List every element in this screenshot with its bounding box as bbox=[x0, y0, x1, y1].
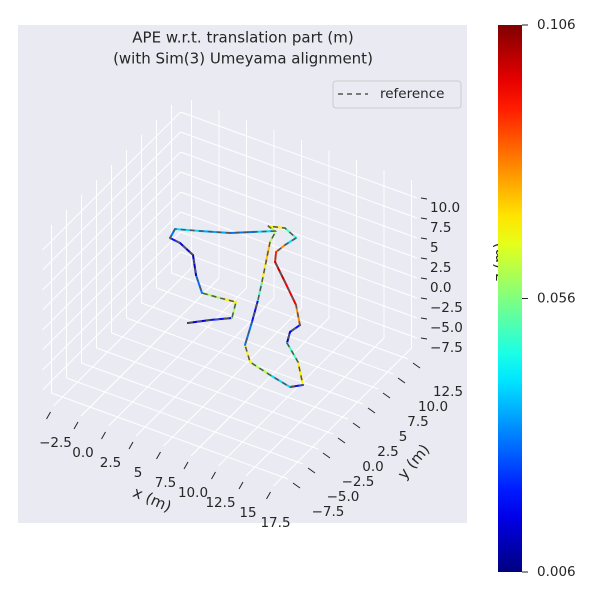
y-tick bbox=[352, 422, 361, 429]
grid-line bbox=[42, 251, 181, 391]
x-tick-label: 10.0 bbox=[178, 485, 208, 501]
grid-line bbox=[180, 231, 418, 319]
x-tick bbox=[266, 491, 271, 500]
grid-line bbox=[42, 231, 181, 371]
y-tick-label: −7.5 bbox=[312, 504, 345, 520]
x-tick bbox=[46, 411, 51, 420]
chart-title: APE w.r.t. translation part (m) bbox=[132, 29, 353, 47]
panes bbox=[42, 100, 418, 487]
error-segment bbox=[199, 229, 231, 234]
z-tick-label: −7.5 bbox=[430, 340, 463, 356]
x-tick bbox=[128, 441, 134, 450]
ticks: −2.50.02.557.510.012.51517.5−7.5−5.0−2.5… bbox=[39, 197, 463, 531]
x-tick bbox=[101, 431, 106, 440]
grid-line bbox=[180, 131, 418, 219]
grid-line bbox=[42, 211, 181, 351]
grid-line bbox=[126, 317, 364, 405]
grid-line bbox=[66, 377, 304, 465]
x-tick-label: 5 bbox=[134, 465, 143, 481]
error-segment bbox=[297, 361, 304, 387]
y-tick-label: −2.5 bbox=[342, 474, 375, 490]
grid-line bbox=[180, 211, 418, 299]
y-tick-label: 7.5 bbox=[407, 414, 428, 430]
y-tick-label: 5 bbox=[399, 429, 408, 445]
grid-line bbox=[180, 191, 418, 279]
grid-line bbox=[42, 191, 181, 331]
y-tick-label: 10.0 bbox=[418, 399, 448, 415]
z-tick bbox=[420, 337, 428, 340]
grid-line bbox=[111, 332, 349, 420]
y-tick bbox=[337, 437, 346, 444]
error-segment bbox=[269, 374, 291, 389]
grid-line bbox=[171, 272, 409, 360]
y-tick bbox=[412, 362, 421, 369]
grid-line bbox=[42, 111, 181, 251]
y-tick bbox=[367, 407, 376, 414]
z-tick bbox=[420, 277, 428, 280]
grid-line bbox=[51, 392, 289, 480]
grid-line bbox=[96, 347, 334, 435]
colorbar-tick-label: 0.056 bbox=[537, 291, 576, 307]
grid-line bbox=[180, 151, 418, 239]
x-tick bbox=[156, 451, 161, 460]
colorbar-ticks: 0.006 0.056 0.106 bbox=[522, 17, 576, 580]
x-tick-label: 0.0 bbox=[72, 445, 93, 461]
x-tick-label: 17.5 bbox=[260, 515, 290, 531]
colorbar-tick-label: 0.106 bbox=[537, 17, 576, 33]
x-tick-label: 7.5 bbox=[155, 475, 176, 491]
z-tick bbox=[420, 197, 428, 200]
y-tick bbox=[397, 377, 406, 384]
y-tick bbox=[322, 452, 331, 459]
z-tick bbox=[420, 297, 428, 300]
grid-line bbox=[42, 151, 181, 291]
z-tick-label: 0.0 bbox=[430, 280, 451, 296]
z-tick-label: 5 bbox=[430, 240, 439, 256]
y-tick-label: −5.0 bbox=[327, 489, 360, 505]
y-tick-label: 2.5 bbox=[377, 444, 398, 460]
error-segment bbox=[284, 281, 298, 306]
grid-line bbox=[180, 111, 418, 199]
trajectory bbox=[169, 225, 304, 389]
legend-box bbox=[332, 80, 462, 109]
grid-line bbox=[180, 251, 418, 339]
y-tick bbox=[292, 482, 301, 489]
x-tick bbox=[211, 471, 216, 480]
reference-line bbox=[169, 225, 304, 388]
error-segment bbox=[228, 230, 257, 234]
z-tick-label: −5.0 bbox=[430, 320, 463, 336]
z-tick-label: 7.5 bbox=[430, 220, 451, 236]
x-tick bbox=[73, 421, 79, 430]
legend: reference bbox=[332, 80, 462, 109]
legend-label: reference bbox=[380, 86, 444, 102]
z-tick-label: 2.5 bbox=[430, 260, 451, 276]
error-segment bbox=[174, 228, 202, 232]
z-tick-label: 10.0 bbox=[430, 200, 460, 216]
y-tick bbox=[382, 392, 391, 399]
x-tick-label: 2.5 bbox=[100, 455, 121, 471]
grid-line bbox=[180, 171, 418, 259]
z-tick bbox=[420, 317, 428, 320]
z-tick bbox=[420, 217, 428, 220]
grid-line bbox=[42, 171, 181, 311]
grid-line bbox=[81, 362, 319, 450]
x-tick bbox=[238, 481, 244, 490]
x-tick bbox=[183, 461, 189, 470]
x-tick-label: −2.5 bbox=[39, 435, 72, 451]
grid-line bbox=[141, 302, 379, 390]
x-tick-label: 12.5 bbox=[205, 495, 235, 511]
grid-line bbox=[42, 131, 181, 271]
colorbar-tick-label: 0.006 bbox=[537, 564, 576, 580]
z-tick bbox=[420, 257, 428, 260]
z-tick bbox=[420, 237, 428, 240]
z-tick-label: −2.5 bbox=[430, 300, 463, 316]
x-tick-label: 15 bbox=[239, 505, 256, 521]
chart-subtitle: (with Sim(3) Umeyama alignment) bbox=[113, 50, 373, 68]
y-tick bbox=[307, 467, 316, 474]
y-tick-label: 0.0 bbox=[362, 459, 383, 475]
grid-line bbox=[156, 287, 394, 375]
colorbar bbox=[498, 25, 522, 572]
y-tick-label: 12.5 bbox=[433, 384, 463, 400]
